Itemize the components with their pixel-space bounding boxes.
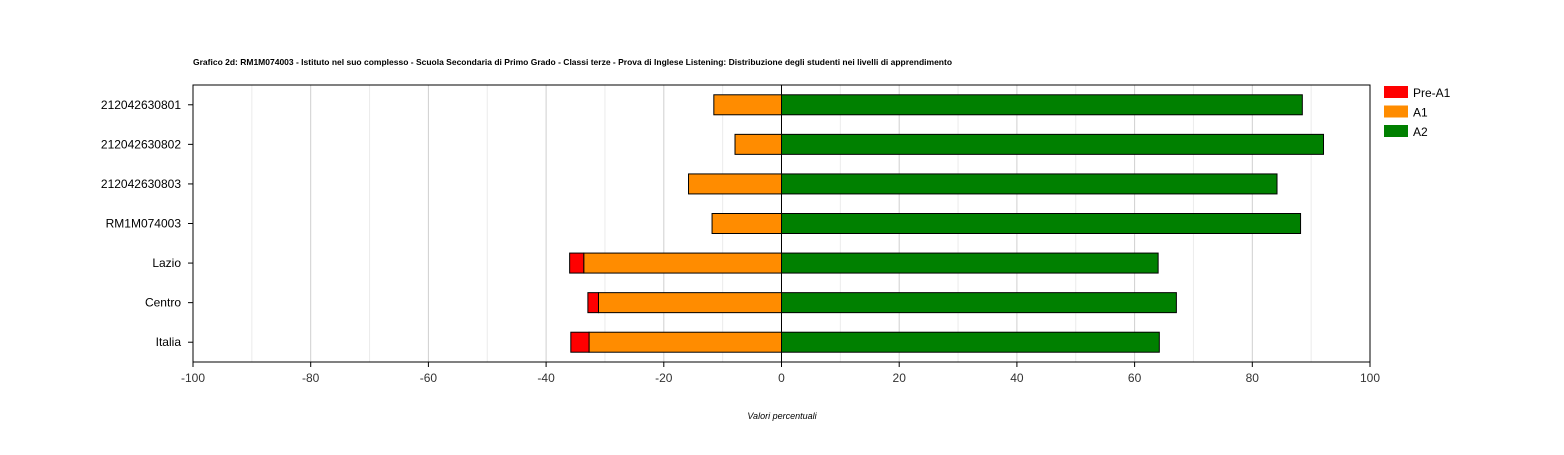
x-axis-label: Valori percentuali xyxy=(747,411,817,421)
bar-pre-a1 xyxy=(569,252,585,274)
legend-label: A2 xyxy=(1413,125,1428,139)
bar-a2 xyxy=(781,292,1177,314)
bar-a1 xyxy=(583,252,782,274)
bars xyxy=(569,94,1325,353)
category-label: Lazio xyxy=(152,256,181,270)
legend: Pre-A1 A1 A2 xyxy=(1384,86,1451,139)
bar-a2 xyxy=(781,213,1302,234)
category-label: Centro xyxy=(145,296,181,310)
bar-a1 xyxy=(597,292,782,314)
x-tick-label: -60 xyxy=(420,371,438,385)
bar-a2 xyxy=(781,94,1303,116)
bar-a1 xyxy=(711,213,783,234)
legend-swatch-pre-a1 xyxy=(1384,86,1408,98)
bar-pre-a1 xyxy=(587,292,599,314)
legend-label: Pre-A1 xyxy=(1413,86,1451,100)
x-tick-label: 60 xyxy=(1128,371,1142,385)
x-tick-label: -40 xyxy=(537,371,555,385)
x-tick-label: -100 xyxy=(181,371,205,385)
bar-a2 xyxy=(781,173,1278,195)
category-label: RM1M074003 xyxy=(106,217,182,231)
bar-pre-a1 xyxy=(570,331,590,353)
bar-a1 xyxy=(734,133,782,155)
bar-a2 xyxy=(781,133,1325,155)
x-tick-label: -80 xyxy=(302,371,320,385)
x-tick-label: 0 xyxy=(778,371,785,385)
bar-a1 xyxy=(588,331,782,353)
chart-title: Grafico 2d: RM1M074003 - Istituto nel su… xyxy=(193,57,952,67)
x-tick-label: 20 xyxy=(893,371,907,385)
legend-label: A1 xyxy=(1413,106,1428,120)
x-tick-label: 80 xyxy=(1246,371,1260,385)
category-label: Italia xyxy=(156,335,182,349)
axes: 212042630801 212042630802 212042630803 RM1M… xyxy=(101,84,1380,385)
bar-a1 xyxy=(688,173,783,195)
x-tick-label: -20 xyxy=(655,371,673,385)
category-label: 212042630801 xyxy=(101,98,181,112)
category-label: 212042630802 xyxy=(101,137,181,151)
bar-a2 xyxy=(781,252,1159,274)
legend-swatch-a2 xyxy=(1384,125,1408,137)
x-tick-label: 100 xyxy=(1360,371,1380,385)
legend-swatch-a1 xyxy=(1384,105,1408,118)
bar-a2 xyxy=(781,331,1160,353)
bar-a1 xyxy=(713,94,783,116)
category-label: 212042630803 xyxy=(101,177,181,191)
x-tick-label: 40 xyxy=(1010,371,1024,385)
